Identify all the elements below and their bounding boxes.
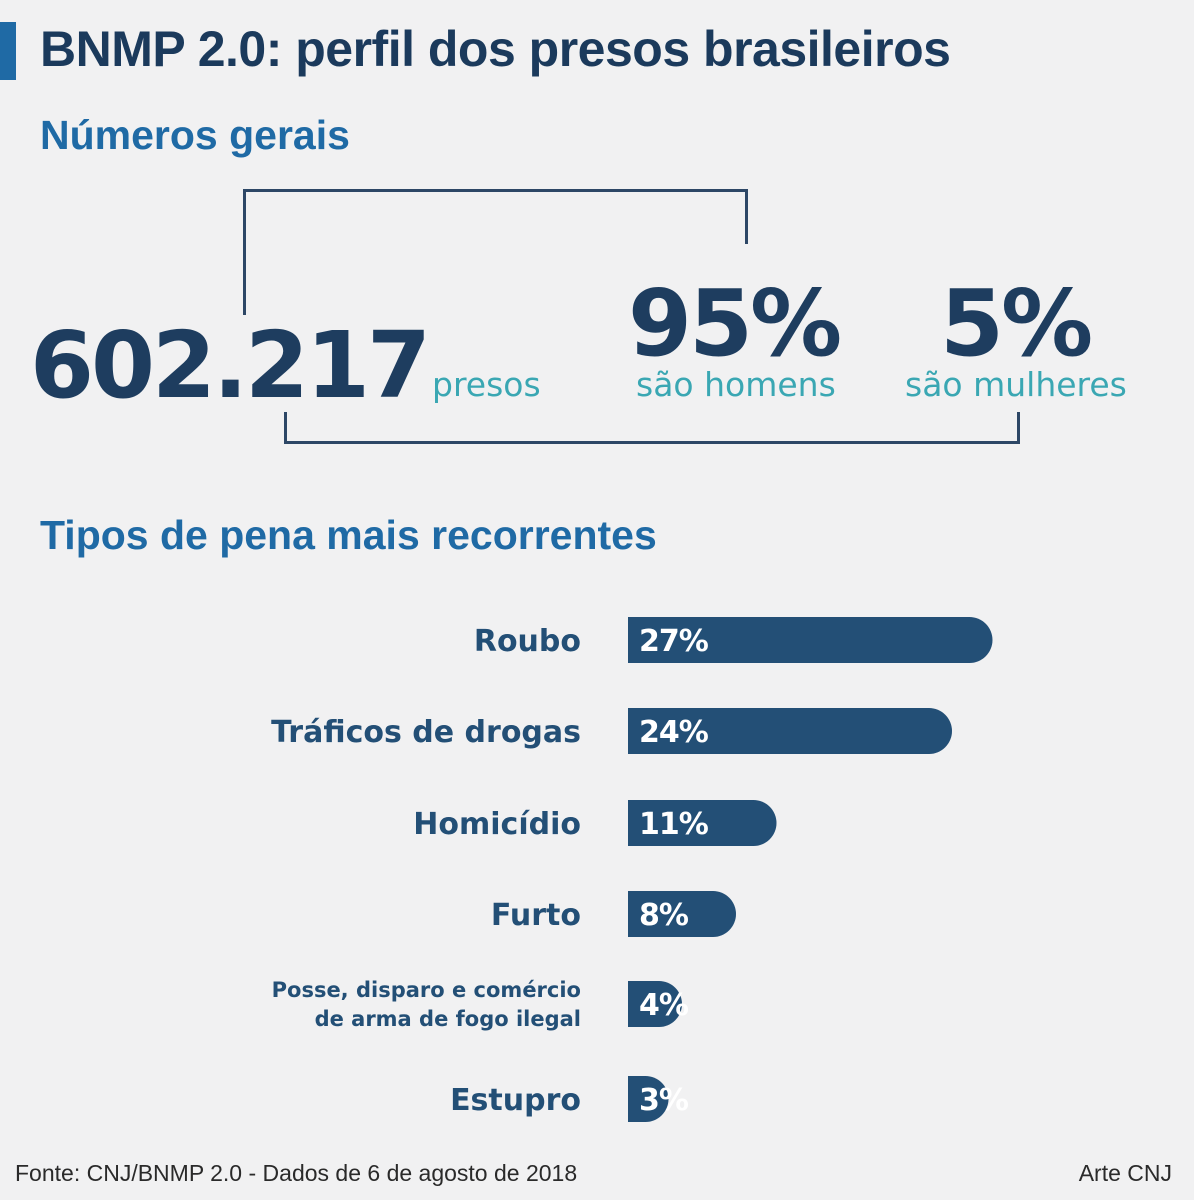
men-percentage-value: 95% xyxy=(628,270,842,377)
section-title-general: Números gerais xyxy=(40,112,350,158)
sentence-types-bar-chart: 27% Roubo 24% Tráficos de drogas 11% Homicídi… xyxy=(271,617,993,1122)
category-label-estupro: Estupro xyxy=(450,1083,581,1118)
title-accent-bar xyxy=(0,22,16,80)
men-percentage-label: são homens xyxy=(636,365,836,404)
bar-value-label-homicidio: 11% xyxy=(639,807,709,842)
page-title: BNMP 2.0: perfil dos presos brasileiros xyxy=(40,21,951,77)
bar-furto xyxy=(628,891,736,937)
total-prisoners-value: 602.217 xyxy=(30,312,431,419)
bar-homicidio xyxy=(628,800,777,846)
bar-value-label-estupro: 3% xyxy=(639,1083,689,1118)
bar-value-label-traficos-de-drogas: 24% xyxy=(639,715,709,750)
bar-value-label-furto: 8% xyxy=(639,898,689,933)
category-label-furto: Furto xyxy=(491,898,581,933)
source-note: Fonte: CNJ/BNMP 2.0 - Dados de 6 de agos… xyxy=(15,1160,578,1186)
bar-roubo xyxy=(628,617,993,663)
bar-estupro xyxy=(628,1076,669,1122)
category-label-homicidio: Homicídio xyxy=(413,807,581,842)
category-label-roubo: Roubo xyxy=(474,624,581,659)
women-percentage-value: 5% xyxy=(940,270,1093,377)
total-prisoners-label: presos xyxy=(432,365,541,404)
women-percentage-label: são mulheres xyxy=(905,365,1127,404)
section-title-types: Tipos de pena mais recorrentes xyxy=(40,512,657,558)
bar-traficos-de-drogas xyxy=(628,708,952,754)
art-credit: Arte CNJ xyxy=(1078,1160,1172,1186)
category-label-posse-disparo-e-comercio-de-arma-de-fogo-ilegal-line-1: Posse, disparo e comércio xyxy=(272,978,581,1002)
category-label-traficos-de-drogas: Tráficos de drogas xyxy=(271,715,581,750)
category-label-posse-disparo-e-comercio-de-arma-de-fogo-ilegal-line-2: de arma de fogo ilegal xyxy=(315,1007,581,1031)
bar-posse-disparo-e-comercio-de-arma-de-fogo-ilegal xyxy=(628,981,682,1027)
bracket-bottom xyxy=(284,412,1020,444)
bracket-gap xyxy=(744,244,752,324)
bar-value-label-roubo: 27% xyxy=(639,624,709,659)
bar-value-label-posse-disparo-e-comercio-de-arma-de-fogo-ilegal: 4% xyxy=(639,988,689,1023)
